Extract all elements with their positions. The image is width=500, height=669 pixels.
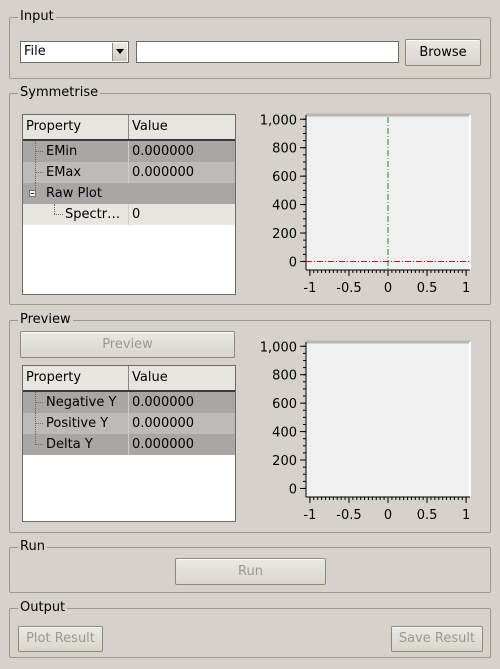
x-tick-label: 0 [384,281,392,296]
plot-result-button[interactable]: Plot Result [18,626,103,652]
y-tick-label: 200 [272,227,297,242]
x-tick-label: 0.5 [417,508,438,523]
output-group-title: Output [18,600,67,616]
source-type-select[interactable]: File [20,41,129,63]
y-tick-label: 800 [272,369,297,384]
file-path-input[interactable] [136,41,399,63]
x-tick-label: -1 [303,508,316,523]
x-tick-label: 1 [462,508,470,523]
symmetrise-plot[interactable]: 0 200 400 600 800 1,000 -1 -0.5 0 0.5 1 [10,94,490,304]
y-tick-label: 600 [272,170,297,185]
output-group: Output Plot Result Save Result [9,608,491,658]
preview-group: Preview Preview Property Value Negative … [9,320,491,533]
source-type-value: File [24,44,46,60]
x-tick-label: 0 [384,508,392,523]
preview-plot[interactable]: 0 200 400 600 800 1,000 -1 -0.5 0 0.5 1 [10,321,490,532]
run-group-title: Run [18,539,47,555]
chevron-down-icon[interactable] [112,43,127,61]
x-tick-label: -0.5 [336,281,361,296]
x-tick-label: 0.5 [417,281,438,296]
y-tick-label: 400 [272,199,297,214]
run-group: Run Run [9,547,491,593]
y-tick-label: 0 [289,255,297,270]
x-tick-label: -0.5 [336,508,361,523]
y-tick-label: 800 [272,142,297,157]
input-group-title: Input [18,9,56,25]
y-tick-label: 400 [272,426,297,441]
run-button[interactable]: Run [175,558,326,585]
y-tick-label: 1,000 [260,340,297,355]
plot-canvas [306,342,470,497]
y-tick-label: 200 [272,454,297,469]
input-group: Input File Browse [9,17,491,79]
x-tick-label: 1 [462,281,470,296]
x-tick-label: -1 [303,281,316,296]
browse-button[interactable]: Browse [405,39,481,66]
save-result-button[interactable]: Save Result [391,626,483,652]
y-tick-label: 600 [272,397,297,412]
preview-plot-svg: 0 200 400 600 800 1,000 -1 -0.5 0 0.5 1 [10,321,490,532]
symmetrise-group: Symmetrise Property Value EMin 0.000000 … [9,93,491,305]
y-tick-label: 1,000 [260,113,297,128]
symmetrise-plot-svg: 0 200 400 600 800 1,000 -1 -0.5 0 0.5 1 [10,94,490,304]
y-tick-label: 0 [289,482,297,497]
